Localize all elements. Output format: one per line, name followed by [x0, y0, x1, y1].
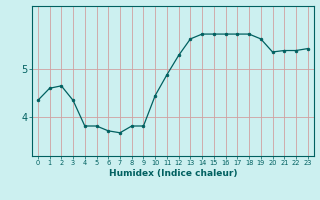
X-axis label: Humidex (Indice chaleur): Humidex (Indice chaleur): [108, 169, 237, 178]
